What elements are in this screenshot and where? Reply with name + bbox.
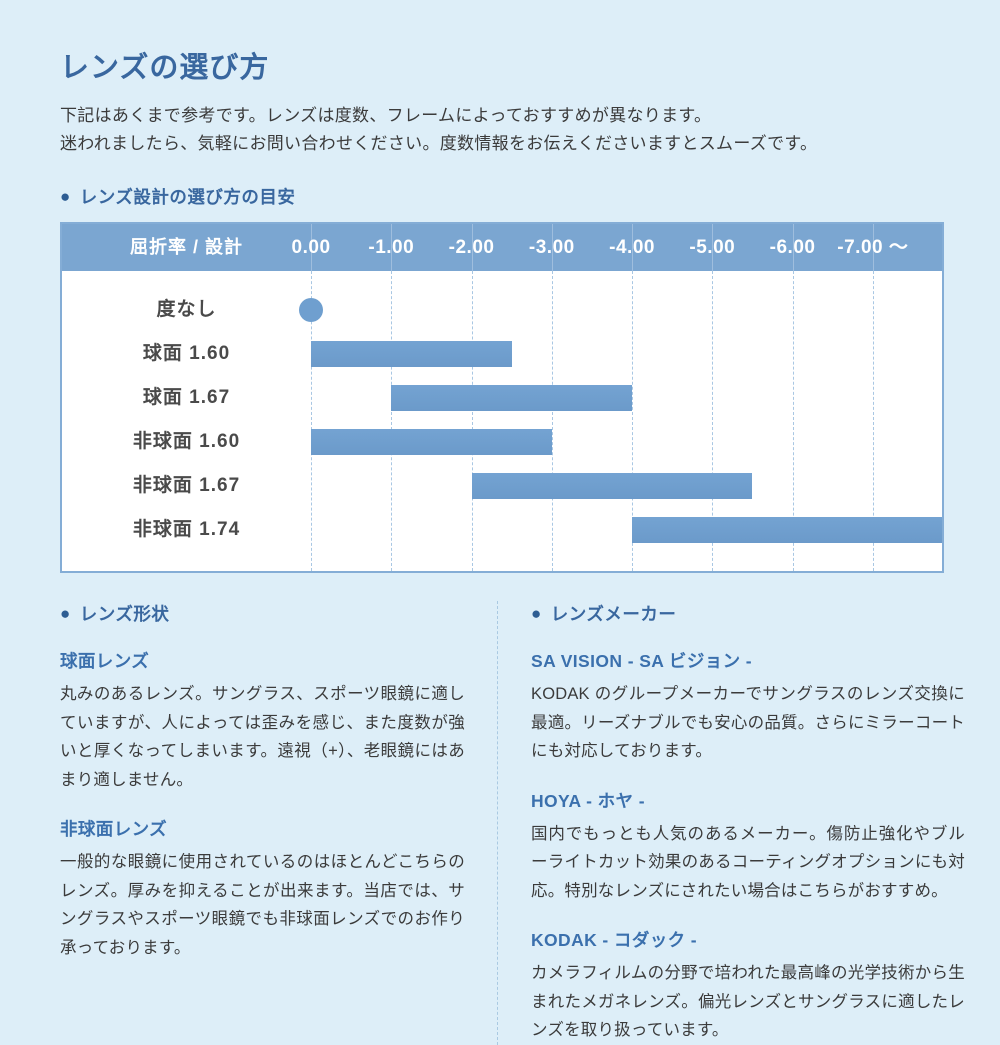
chart-section-heading: ● レンズ設計の選び方の目安 xyxy=(60,184,965,209)
page-title: レンズの選び方 xyxy=(60,52,270,84)
lens-maker-section: ● レンズメーカー SA VISION - SA ビジョン - KODAK のグ… xyxy=(498,601,965,1045)
maker-savision-title: SA VISION - SA ビジョン - xyxy=(531,651,753,672)
chart-rows: 度なし球面 1.60 球面 1.67 非球面 1.60 非球面 1.67 非球面 1.7… xyxy=(62,271,942,552)
row-label: 非球面 1.67 xyxy=(132,475,241,497)
gridline xyxy=(311,271,313,572)
lens-design-chart: 屈折率 / 設計 0.00 -1.00 -2.00 -3.00 -4.00 -5.00 -6… xyxy=(60,222,944,574)
axis-tick-label: -4.00 xyxy=(609,237,655,259)
maker-hoya-item: HOYA - ホヤ - 国内でもっとも人気のあるメーカー。傷防止強化やブルーライ… xyxy=(531,788,965,906)
intro-text: 下記はあくまで参考です。レンズは度数、フレームによっておすすめが異なります。 迷… xyxy=(60,102,965,157)
range-dot xyxy=(299,298,324,323)
chart-row: 非球面 1.74 xyxy=(62,508,942,552)
header-gridline xyxy=(632,224,634,272)
header-gridline xyxy=(712,224,714,272)
aspherical-lens-title: 非球面レンズ xyxy=(60,819,168,840)
range-bar xyxy=(311,341,512,368)
chart-plot-area: 度なし球面 1.60 球面 1.67 非球面 1.60 非球面 1.67 非球面 1.7… xyxy=(62,271,942,572)
range-bar xyxy=(311,429,552,456)
chart-row: 非球面 1.67 xyxy=(62,464,942,508)
maker-kodak-item: KODAK - コダック - カメラフィルムの分野で培われた最高峰の光学技術から… xyxy=(531,927,965,1045)
gridline xyxy=(872,271,874,572)
gridline xyxy=(471,271,473,572)
axis-tick-label: -6.00 xyxy=(769,237,816,259)
range-bar xyxy=(391,385,633,412)
chart-header: 屈折率 / 設計 0.00 -1.00 -2.00 -3.00 -4.00 -5.00 -6… xyxy=(62,224,942,272)
aspherical-lens-item: 非球面レンズ 一般的な眼鏡に使用されているのはほとんどこちらのレンズ。厚みを抑え… xyxy=(60,816,465,962)
spherical-lens-item: 球面レンズ 丸みのあるレンズ。サングラス、スポーツ眼鏡に適していますが、人によっ… xyxy=(60,648,465,794)
range-bar xyxy=(471,473,753,500)
range-bar xyxy=(632,517,942,544)
lens-shape-heading: ● レンズ形状 xyxy=(60,601,465,626)
header-gridline xyxy=(471,224,473,272)
aspherical-lens-description: 一般的な眼鏡に使用されているのはほとんどこちらのレンズ。厚みを抑えることが出来ま… xyxy=(60,853,465,957)
gridline xyxy=(632,271,634,572)
maker-hoya-title: HOYA - ホヤ - xyxy=(531,790,645,811)
maker-kodak-description: カメラフィルムの分野で培われた最高峰の光学技術から生まれたメガネレンズ。偏光レン… xyxy=(531,964,965,1040)
row-label: 球面 1.67 xyxy=(142,387,231,409)
column-divider xyxy=(497,601,498,1045)
axis-tick-label: -2.00 xyxy=(448,237,495,259)
spherical-lens-title: 球面レンズ xyxy=(60,651,150,672)
maker-savision-description: KODAK のグループメーカーでサングラスのレンズ交換に最適。リーズナブルでも安… xyxy=(531,685,965,761)
axis-tick-label: 0.00 xyxy=(291,237,331,259)
header-gridline xyxy=(311,224,313,272)
gridline xyxy=(391,271,393,572)
maker-savision-item: SA VISION - SA ビジョン - KODAK のグループメーカーでサン… xyxy=(531,648,965,766)
row-label: 非球面 1.60 xyxy=(132,431,241,453)
lens-maker-heading: ● レンズメーカー xyxy=(531,601,965,626)
axis-tick-label: -1.00 xyxy=(368,237,415,259)
section-bullet-icon: ● xyxy=(531,604,542,624)
maker-hoya-description: 国内でもっとも人気のあるメーカー。傷防止強化やブルーライトカット効果のあるコーテ… xyxy=(531,824,965,900)
chart-row: 球面 1.67 xyxy=(62,376,942,420)
page: レンズの選び方 下記はあくまで参考です。レンズは度数、フレームによっておすすめが… xyxy=(60,52,965,1045)
chart-section-heading-label: レンズ設計の選び方の目安 xyxy=(79,187,296,208)
chart-row: 非球面 1.60 xyxy=(62,420,942,464)
row-label: 度なし xyxy=(156,299,217,321)
maker-kodak-title: KODAK - コダック - xyxy=(531,930,698,951)
axis-tick-label: -3.00 xyxy=(528,237,575,259)
lens-shape-heading-label: レンズ形状 xyxy=(79,604,170,625)
header-gridline xyxy=(872,224,874,272)
gridline xyxy=(712,271,714,572)
axis-tick-label: -5.00 xyxy=(689,237,736,259)
lens-maker-heading-label: レンズメーカー xyxy=(550,604,677,625)
chart-header-label: 屈折率 / 設計 xyxy=(130,237,244,258)
row-label: 非球面 1.74 xyxy=(132,519,241,541)
section-bullet-icon: ● xyxy=(60,604,71,624)
section-bullet-icon: ● xyxy=(60,187,71,207)
header-gridline xyxy=(391,224,393,272)
chart-row: 球面 1.60 xyxy=(62,332,942,376)
header-gridline xyxy=(792,224,794,272)
row-label: 球面 1.60 xyxy=(142,343,231,365)
spherical-lens-description: 丸みのあるレンズ。サングラス、スポーツ眼鏡に適していますが、人によっては歪みを感… xyxy=(60,685,465,789)
intro-line-1: 下記はあくまで参考です。レンズは度数、フレームによっておすすめが異なります。 xyxy=(60,106,712,125)
intro-line-2: 迷われましたら、気軽にお問い合わせください。度数情報をお伝えくださいますとスムー… xyxy=(60,133,818,153)
bottom-columns: ● レンズ形状 球面レンズ 丸みのあるレンズ。サングラス、スポーツ眼鏡に適してい… xyxy=(60,601,965,1045)
chart-row: 度なし xyxy=(62,288,942,332)
gridline xyxy=(792,271,794,572)
header-gridline xyxy=(551,224,553,272)
gridline xyxy=(551,271,553,572)
lens-shape-section: ● レンズ形状 球面レンズ 丸みのあるレンズ。サングラス、スポーツ眼鏡に適してい… xyxy=(60,601,465,1045)
axis-tick-label: -7.00 ～ xyxy=(837,237,909,259)
